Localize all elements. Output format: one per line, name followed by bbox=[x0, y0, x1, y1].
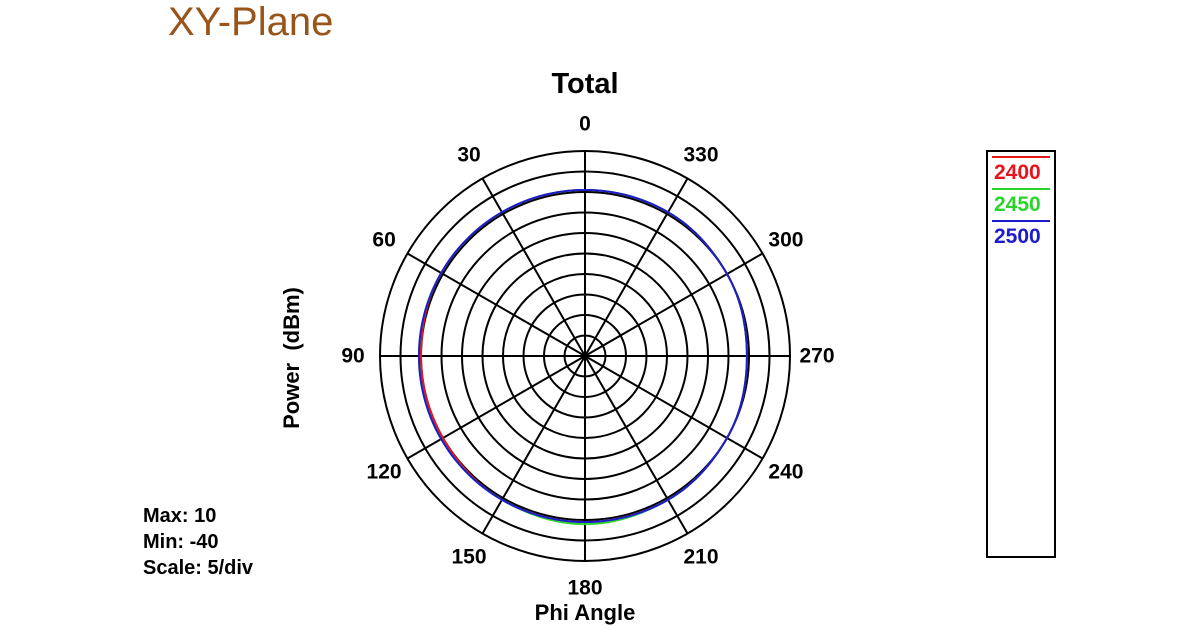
grid-spoke bbox=[481, 355, 586, 535]
angle-tick-30: 30 bbox=[457, 144, 480, 167]
angle-tick-90: 90 bbox=[341, 345, 364, 368]
angle-tick-210: 210 bbox=[683, 545, 718, 568]
legend-swatch-2450 bbox=[992, 188, 1050, 190]
angle-tick-150: 150 bbox=[451, 545, 486, 568]
legend-entry-2500: 2500 bbox=[988, 216, 1054, 248]
legend-label-2500: 2500 bbox=[994, 225, 1041, 248]
angle-tick-180: 180 bbox=[567, 577, 602, 600]
page-heading: XY-Plane bbox=[168, 0, 334, 44]
angle-tick-300: 300 bbox=[768, 229, 803, 252]
angle-tick-60: 60 bbox=[372, 229, 395, 252]
grid-spoke bbox=[481, 177, 586, 357]
angle-tick-120: 120 bbox=[367, 461, 402, 484]
grid-spoke bbox=[584, 252, 764, 357]
max-stat: Max: 10 bbox=[143, 505, 217, 527]
legend-swatch-2400 bbox=[992, 156, 1050, 158]
legend-label-2450: 2450 bbox=[994, 193, 1041, 216]
angle-tick-0: 0 bbox=[579, 113, 591, 136]
grid-spoke bbox=[406, 252, 586, 357]
x-axis-label: Phi Angle bbox=[534, 600, 636, 625]
grid-spoke bbox=[584, 177, 689, 357]
grid-spoke bbox=[406, 355, 586, 460]
angle-tick-240: 240 bbox=[768, 461, 803, 484]
angle-tick-270: 270 bbox=[799, 345, 834, 368]
series-trace-2500 bbox=[417, 188, 748, 524]
legend-swatch-2500 bbox=[992, 220, 1050, 222]
legend-label-2400: 2400 bbox=[994, 161, 1041, 184]
grid-spoke bbox=[584, 355, 689, 535]
legend: 2400 2450 2500 bbox=[986, 150, 1056, 558]
grid-spoke bbox=[584, 355, 764, 460]
series-layer bbox=[417, 188, 748, 526]
plot-title: Total bbox=[551, 68, 619, 100]
legend-entry-2400: 2400 bbox=[988, 152, 1054, 184]
angle-tick-labels: 0 30 60 90 120 150 180 210 240 270 300 330 bbox=[341, 113, 834, 600]
legend-entry-2450: 2450 bbox=[988, 184, 1054, 216]
polar-grid bbox=[379, 150, 791, 562]
min-stat: Min: -40 bbox=[143, 531, 219, 553]
angle-tick-330: 330 bbox=[683, 144, 718, 167]
scale-stats: Max: 10 Min: -40 Scale: 5/div bbox=[143, 503, 253, 581]
scale-stat: Scale: 5/div bbox=[143, 557, 254, 579]
